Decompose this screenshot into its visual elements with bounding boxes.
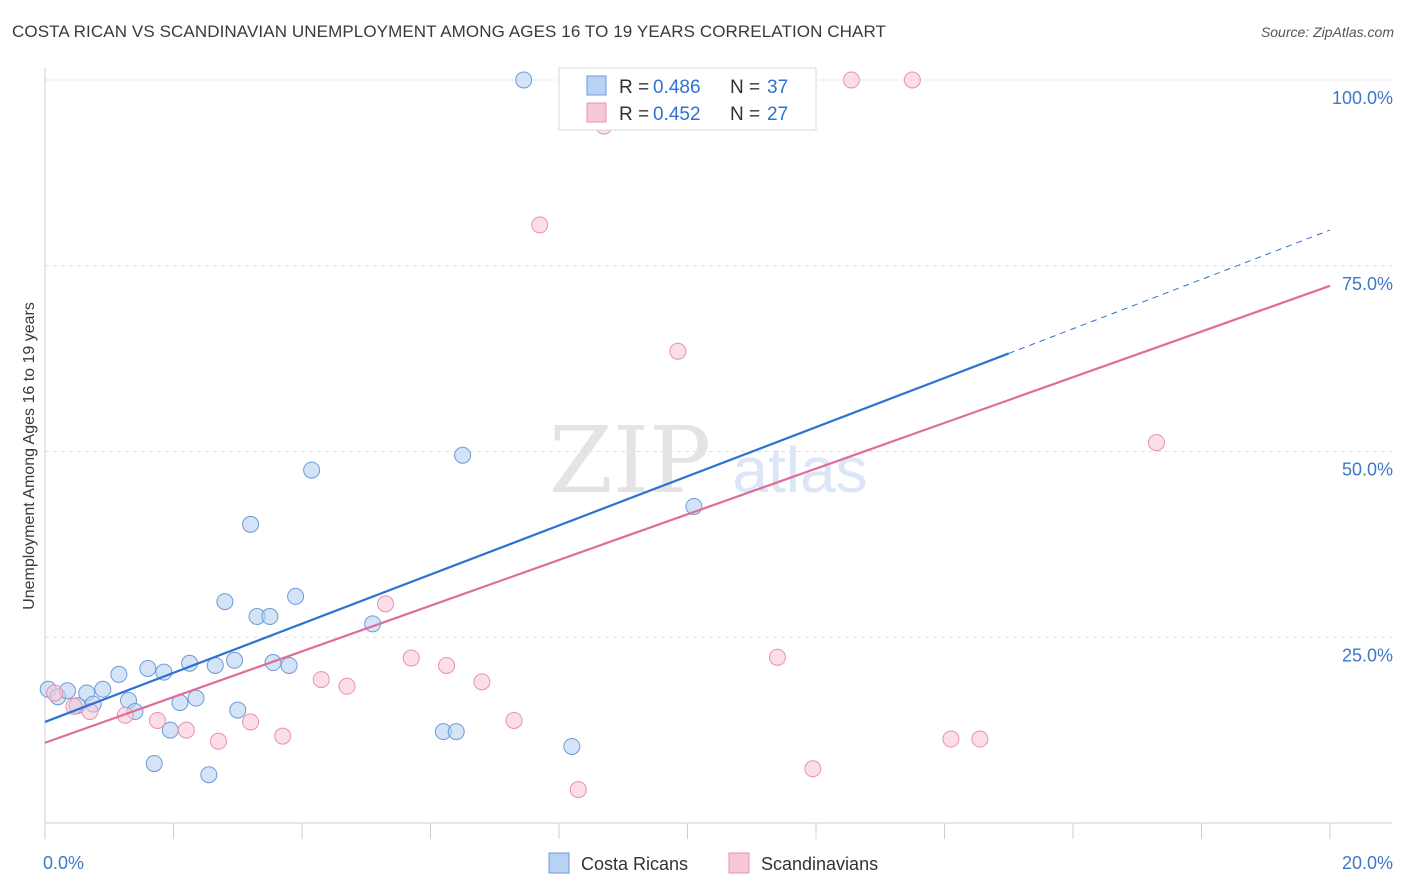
costa-rican-point-31 <box>447 723 465 741</box>
legend-r-label: R = <box>619 104 649 125</box>
scandinavian-point-12 <box>438 656 456 674</box>
bottom-legend-costa-ricans: Costa Ricans <box>581 854 688 874</box>
costa-rican-point-11 <box>145 755 163 773</box>
scandinavian-point-23 <box>942 730 960 748</box>
y-axis-label: Unemployment Among Ages 16 to 19 years <box>21 302 38 610</box>
costa-rican-point-26 <box>280 656 298 674</box>
costa-rican-point-24 <box>261 607 279 625</box>
scandinavian-trend-line <box>44 284 1331 744</box>
costa-rican-point-28 <box>303 461 321 479</box>
y-tick-label-1: 50.0% <box>1342 460 1393 480</box>
legend-n-label: N = <box>730 77 760 98</box>
costa-rican-point-12 <box>155 663 173 681</box>
scandinavian-point-16 <box>569 781 587 799</box>
costa-rican-point-10 <box>139 659 157 677</box>
bottom-legend-swatch-scandinavians <box>728 852 750 874</box>
legend-n-value-scandinavians: 27 <box>767 104 788 125</box>
scandinavian-point-9 <box>338 677 356 695</box>
costa-rican-trend-extension <box>1008 229 1331 354</box>
scandinavian-point-14 <box>505 711 523 729</box>
gridlines <box>45 79 1392 638</box>
costa-rican-point-21 <box>229 701 247 719</box>
scandinavian-point-0 <box>46 684 64 702</box>
chart-title: COSTA RICAN VS SCANDINAVIAN UNEMPLOYMENT… <box>12 22 887 41</box>
costa-rican-point-16 <box>187 689 205 707</box>
costa-rican-point-17 <box>200 766 218 784</box>
x-tick-labels: 0.0% 20.0% <box>43 853 1393 873</box>
scandinavian-point-1 <box>81 703 99 721</box>
costa-rican-point-22 <box>242 515 260 533</box>
trend-lines <box>44 229 1331 744</box>
legend-n-label: N = <box>730 104 760 125</box>
y-tick-label-2: 75.0% <box>1342 274 1393 294</box>
y-tick-label-0: 25.0% <box>1342 645 1393 665</box>
costa-rican-point-34 <box>563 737 581 755</box>
costa-rican-point-27 <box>287 587 305 605</box>
scandinavian-point-13 <box>473 673 491 691</box>
scandinavian-point-25 <box>1148 434 1166 452</box>
watermark-zip: ZIP <box>549 407 711 514</box>
x-tick-label-end: 20.0% <box>1342 853 1393 873</box>
scandinavian-point-6 <box>242 713 260 731</box>
source-credit: Source: ZipAtlas.com <box>1260 24 1394 40</box>
scandinavian-point-19 <box>768 648 786 666</box>
scandinavian-point-7 <box>274 727 292 745</box>
costa-rican-trend-line <box>44 352 1010 723</box>
scandinavian-point-3 <box>148 711 166 729</box>
legend-n-value-costa-ricans: 37 <box>767 77 788 98</box>
bottom-legend: Costa Ricans Scandinavians <box>548 852 878 874</box>
costa-rican-point-19 <box>216 593 234 611</box>
scandinavian-point-21 <box>842 71 860 89</box>
axes <box>44 68 1392 839</box>
scandinavian-point-10 <box>377 595 395 613</box>
watermark-atlas: atlas <box>732 434 867 506</box>
scandinavian-point-24 <box>971 730 989 748</box>
legend-r-value-costa-ricans: 0.486 <box>653 77 701 98</box>
legend-r-label: R = <box>619 77 649 98</box>
costa-rican-point-7 <box>110 665 128 683</box>
bottom-legend-scandinavians: Scandinavians <box>761 854 878 874</box>
y-tick-label-3: 100.0% <box>1332 88 1393 108</box>
costa-rican-point-33 <box>515 71 533 89</box>
legend-box: R = 0.486 N = 37 R = 0.452 N = 27 <box>558 67 817 131</box>
scandinavian-point-20 <box>804 760 822 778</box>
costa-rican-point-32 <box>454 446 472 464</box>
scandinavian-point-8 <box>312 671 330 689</box>
scandinavian-point-11 <box>402 649 420 667</box>
scandinavian-point-15 <box>531 216 549 234</box>
legend-swatch-scandinavians <box>586 102 607 123</box>
scandinavian-point-5 <box>209 732 227 750</box>
scandinavian-point-4 <box>177 721 195 739</box>
scandinavian-point-18 <box>669 342 687 360</box>
watermark: ZIP atlas <box>549 407 868 514</box>
x-tick-label-start: 0.0% <box>43 853 84 873</box>
data-points <box>39 71 1166 799</box>
legend-swatch-costa-ricans <box>586 75 607 96</box>
costa-rican-point-6 <box>94 680 112 698</box>
scandinavian-point-22 <box>903 71 921 89</box>
legend-r-value-scandinavians: 0.452 <box>653 104 701 125</box>
y-tick-labels: 25.0% 50.0% 75.0% 100.0% <box>1332 88 1393 665</box>
costa-rican-point-20 <box>226 651 244 669</box>
bottom-legend-swatch-costa-ricans <box>548 852 570 874</box>
